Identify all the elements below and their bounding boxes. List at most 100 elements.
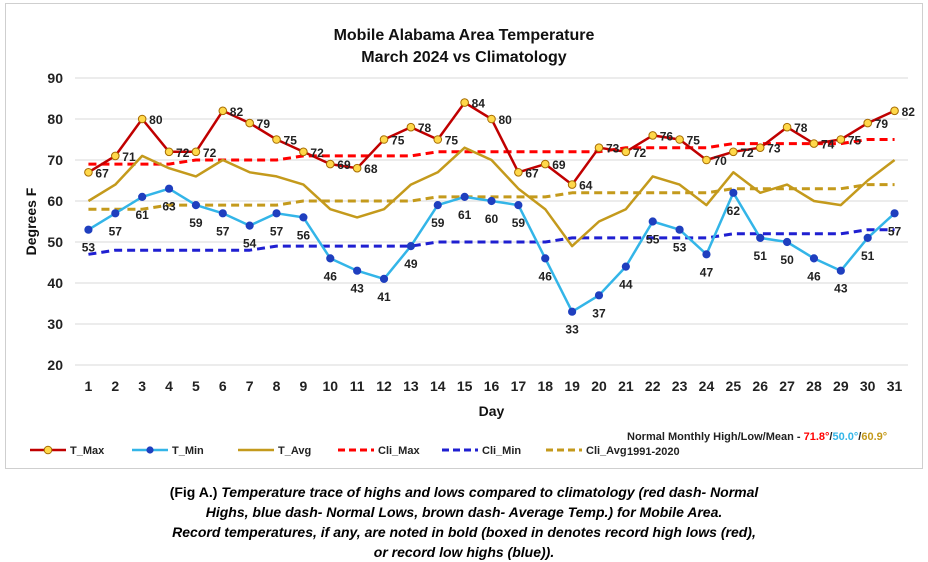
chart-title: Mobile Alabama Area Temperature bbox=[333, 27, 595, 44]
y-tick-label: 30 bbox=[47, 316, 63, 332]
x-tick-label: 10 bbox=[322, 378, 338, 394]
tmax-point bbox=[514, 168, 523, 177]
caption-line-2: Highs, blue dash- Normal Lows, brown das… bbox=[205, 504, 723, 520]
tmax-data-label: 73 bbox=[767, 142, 781, 156]
caption-line-1: Temperature trace of highs and lows comp… bbox=[221, 484, 759, 500]
tmin-data-label: 50 bbox=[780, 253, 794, 267]
x-tick-label: 30 bbox=[860, 378, 876, 394]
tmin-data-label: 61 bbox=[458, 208, 472, 222]
tmax-point bbox=[675, 135, 684, 144]
x-tick-label: 22 bbox=[645, 378, 661, 394]
y-tick-label: 90 bbox=[47, 70, 63, 86]
tmax-data-label: 75 bbox=[687, 134, 701, 148]
x-tick-label: 13 bbox=[403, 378, 419, 394]
tmin-point bbox=[326, 254, 335, 263]
series-line-cli-avg bbox=[88, 183, 895, 211]
tmax-data-label: 72 bbox=[176, 146, 190, 160]
tmin-point bbox=[782, 237, 792, 247]
tmin-data-label: 44 bbox=[619, 278, 633, 292]
tmax-point bbox=[782, 122, 792, 132]
tmin-point bbox=[353, 266, 362, 275]
tmin-data-label: 62 bbox=[727, 204, 741, 218]
normals-note-part: 71.8° bbox=[804, 431, 830, 443]
chart-frame bbox=[5, 3, 923, 469]
tmax-point bbox=[111, 151, 120, 161]
tmin-data-label: 37 bbox=[592, 306, 606, 320]
x-tick-label: 14 bbox=[430, 378, 446, 394]
caption-line-3: Record temperatures, if any, are noted i… bbox=[172, 524, 756, 540]
tmax-data-label: 80 bbox=[499, 113, 513, 127]
tmin-data-label: 59 bbox=[189, 216, 203, 230]
x-tick-label: 12 bbox=[376, 378, 392, 394]
tmin-point bbox=[836, 266, 845, 275]
figure-caption: (Fig A.) Temperature trace of highs and … bbox=[0, 482, 928, 562]
chart-subtitle: March 2024 vs Climatology bbox=[361, 49, 567, 66]
tmin-data-label: 55 bbox=[646, 233, 660, 247]
tmin-data-label: 46 bbox=[539, 269, 553, 283]
tmax-data-label: 69 bbox=[552, 158, 566, 172]
tmax-data-label: 76 bbox=[660, 129, 674, 143]
tmin-data-label: 43 bbox=[834, 282, 848, 296]
tmax-point bbox=[406, 122, 416, 132]
tmax-data-label: 79 bbox=[257, 117, 271, 131]
tmax-data-label: 80 bbox=[149, 113, 163, 127]
tmin-point bbox=[675, 225, 684, 234]
tmin-point bbox=[245, 221, 254, 230]
tmax-point bbox=[325, 159, 335, 169]
y-tick-label: 50 bbox=[47, 234, 63, 250]
x-tick-label: 4 bbox=[165, 378, 173, 394]
legend-marker bbox=[146, 446, 154, 454]
tmax-point bbox=[567, 180, 577, 189]
tmax-point bbox=[460, 98, 469, 107]
tmax-data-label: 74 bbox=[821, 138, 835, 152]
tmax-point bbox=[272, 135, 281, 144]
normals-note-part: 50.0° bbox=[832, 431, 858, 443]
tmin-data-label: 59 bbox=[431, 216, 445, 230]
x-tick-label: 15 bbox=[457, 378, 473, 394]
x-tick-label: 11 bbox=[350, 378, 365, 394]
x-tick-label: 5 bbox=[192, 378, 200, 394]
tmin-point bbox=[514, 201, 523, 210]
tmin-data-label: 60 bbox=[485, 212, 499, 226]
x-tick-label: 24 bbox=[699, 378, 715, 394]
tmin-point bbox=[299, 213, 308, 222]
tmax-data-label: 75 bbox=[445, 134, 459, 148]
tmin-point bbox=[809, 254, 819, 263]
tmax-point bbox=[890, 106, 899, 116]
normals-note: Normal Monthly High/Low/Mean - 71.8°/50.… bbox=[627, 431, 887, 443]
tmax-point bbox=[245, 118, 254, 128]
legend-label: Cli_Min bbox=[482, 445, 521, 457]
y-tick-label: 40 bbox=[47, 275, 63, 291]
legend-label: Cli_Max bbox=[378, 445, 420, 457]
x-tick-label: 18 bbox=[537, 378, 553, 394]
tmin-point bbox=[756, 233, 765, 242]
tmin-point bbox=[568, 307, 577, 316]
tmax-data-label: 78 bbox=[418, 121, 432, 135]
tmax-point bbox=[487, 114, 496, 124]
x-tick-label: 23 bbox=[672, 378, 688, 394]
x-tick-label: 2 bbox=[111, 378, 119, 394]
tmax-data-label: 75 bbox=[284, 134, 298, 148]
tmax-data-label: 70 bbox=[713, 154, 727, 168]
tmax-data-label: 82 bbox=[230, 105, 244, 119]
tmin-data-label: 57 bbox=[109, 224, 123, 238]
tmin-data-label: 61 bbox=[135, 208, 149, 222]
tmax-data-label: 67 bbox=[95, 166, 109, 180]
tmin-point bbox=[594, 291, 604, 300]
x-tick-label: 29 bbox=[833, 378, 849, 394]
series-line-cli-min bbox=[88, 228, 895, 256]
tmax-data-label: 67 bbox=[525, 166, 539, 180]
tmax-data-label: 78 bbox=[794, 121, 808, 135]
tmin-point bbox=[702, 250, 711, 259]
tmin-data-label: 46 bbox=[324, 269, 338, 283]
tmax-point bbox=[379, 135, 389, 144]
tmin-data-label: 46 bbox=[807, 269, 821, 283]
tmax-data-label: 82 bbox=[902, 105, 916, 119]
tmax-point bbox=[137, 114, 147, 124]
tmax-point bbox=[729, 147, 738, 157]
y-axis-label: Degrees F bbox=[23, 187, 39, 255]
x-tick-label: 31 bbox=[887, 378, 903, 394]
tmin-data-label: 53 bbox=[673, 241, 687, 255]
tmax-data-label: 72 bbox=[310, 146, 324, 160]
tmax-data-label: 64 bbox=[579, 179, 593, 193]
